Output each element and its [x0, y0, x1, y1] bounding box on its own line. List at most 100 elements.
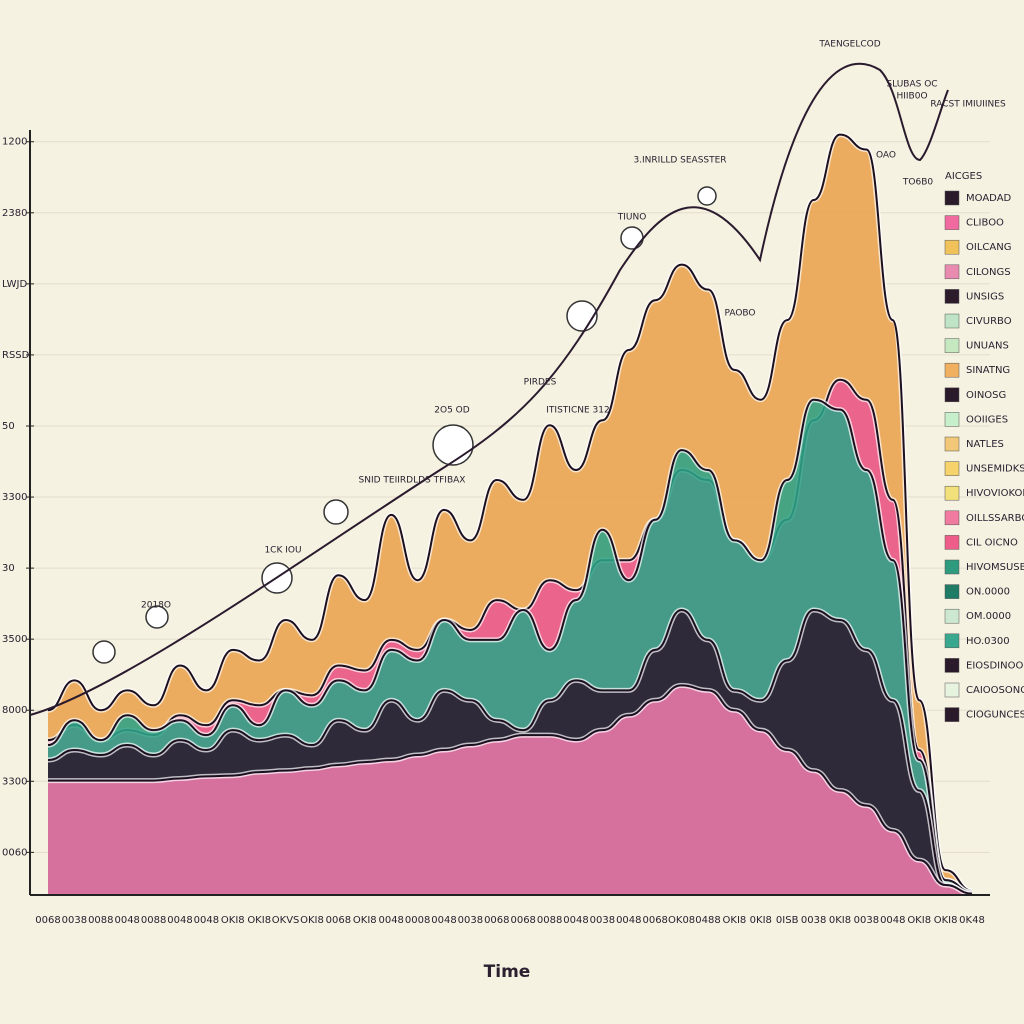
x-tick-label: 0038: [854, 915, 879, 926]
x-tick-label: 0048: [431, 915, 456, 926]
area: [48, 685, 972, 895]
legend-label: EIOSDINOO: [966, 660, 1023, 671]
annotation: 2O5 OD: [434, 406, 469, 416]
legend-swatch: [944, 461, 960, 476]
area-edge: [47, 378, 973, 894]
x-tick-label: 0048: [378, 915, 403, 926]
x-tick-label: OKI8: [907, 915, 931, 926]
legend-swatch: [944, 535, 960, 550]
x-tick-label: 0KI8: [750, 915, 772, 926]
legend-label: UNSEMIDKS: [966, 464, 1024, 475]
legend-label: OOIIGES: [966, 414, 1008, 425]
x-tick-label: 0068: [484, 915, 509, 926]
legend-label: CIL OICNO: [966, 537, 1018, 548]
legend-swatch: [944, 362, 960, 378]
coin-icon: [323, 499, 349, 525]
legend-swatch: [944, 633, 960, 649]
annotation: SLUBAS OC: [886, 80, 937, 90]
legend-label: CIOGUNCES: [966, 710, 1024, 721]
annotation: PAOBO: [724, 309, 755, 319]
x-tick-label: OKI8: [353, 915, 377, 926]
legend-swatch: [944, 658, 960, 673]
x-tick-label: 0068: [35, 915, 60, 926]
legend-label: OILLSSARBO: [966, 513, 1024, 524]
annotation: 2018O: [141, 601, 171, 611]
legend-swatch: [944, 239, 960, 255]
legend-swatch: [944, 485, 960, 501]
y-tick-label: 8000: [2, 705, 27, 716]
legend-label: ON.0000: [966, 587, 1010, 598]
x-tick-label: 0038: [801, 915, 826, 926]
x-tick-label: 0068: [326, 915, 351, 926]
decorations: [29, 62, 949, 716]
x-tick-label: 0ISB: [776, 915, 799, 926]
y-tick-label: 30: [2, 563, 15, 574]
legend-label: UNUANS: [966, 341, 1009, 352]
x-tick-label: 0048: [194, 915, 219, 926]
legend-label: OINOSG: [966, 390, 1006, 401]
annotation: TAENGELCOD: [818, 40, 880, 50]
legend-swatch: [944, 289, 960, 304]
x-tick-label: 0048: [880, 915, 905, 926]
legend-label: HIVOMSUSBUSA: [966, 562, 1024, 573]
y-tick-label: 1200: [2, 137, 27, 148]
legend-swatch: [944, 190, 960, 206]
x-tick-label: 0048: [167, 915, 192, 926]
legend-label: SINATNG: [966, 365, 1010, 376]
legend-swatch: [944, 707, 960, 722]
x-tick-label: OK08: [668, 915, 695, 926]
legend-swatch: [944, 510, 960, 526]
legend-swatch: [944, 313, 960, 329]
x-tick-label: 0088: [141, 915, 166, 926]
legend-label: MOADAD: [966, 193, 1012, 204]
legend: MOADAD CLIBOO OILCANG CILONGS UNSIGS CIVURBO U…: [944, 190, 1024, 722]
coin-icon: [697, 186, 717, 206]
area-edge: [47, 609, 973, 895]
x-tick-label: 0088: [537, 915, 562, 926]
x-tick-label: 0038: [62, 915, 87, 926]
x-tick-label: OKI8: [934, 915, 958, 926]
x-tick-label: OKI8: [247, 915, 271, 926]
y-tick-label: 0060: [2, 847, 27, 858]
coin-icon: [145, 605, 169, 629]
legend-swatch: [944, 264, 960, 280]
legend-label: OM.0000: [966, 611, 1011, 622]
legend-swatch: [944, 215, 960, 230]
legend-label: CIVURBO: [966, 316, 1012, 327]
legend-label: CAIOOSONO: [966, 685, 1024, 696]
legend-label: OILCANG: [966, 242, 1011, 253]
x-axis-label: Time: [484, 962, 531, 982]
legend-title: AICGES: [945, 171, 982, 182]
x-tick-label: OKI8: [221, 915, 245, 926]
y-tick-label: RSSD: [2, 350, 30, 361]
legend-swatch: [944, 436, 960, 452]
annotation: ITISTICNE 312: [546, 406, 609, 416]
x-tick-label: 0038: [458, 915, 483, 926]
y-tick-label: 50: [2, 421, 15, 432]
x-tick-label: OKVS: [272, 915, 300, 926]
annotation: OAO: [876, 151, 896, 161]
annotation: SNID TEIIRDLDS TFIBAX: [359, 476, 466, 486]
x-tick-label: 0008: [405, 915, 430, 926]
x-tick-label: 0088: [88, 915, 113, 926]
x-tick-label: 0K48: [959, 915, 985, 926]
area-edge: [47, 398, 973, 894]
coin-icon: [432, 424, 474, 466]
y-tick-label: LWJD: [2, 279, 27, 290]
x-tick-label: OKI8: [300, 915, 324, 926]
annotation: PIRDES: [524, 378, 557, 388]
coin-icon: [620, 226, 644, 250]
legend-swatch: [944, 412, 960, 427]
legend-label: HIVOVIOKOBO: [966, 488, 1024, 499]
trend-line: [29, 62, 949, 716]
y-tick-label: 3300: [2, 492, 27, 503]
x-tick-label: OKI8: [723, 915, 747, 926]
coin-icon: [92, 640, 116, 664]
x-tick-label: 0488: [695, 915, 720, 926]
legend-label: CLIBOO: [966, 218, 1004, 229]
x-tick-label: 0KI8: [829, 915, 851, 926]
x-tick-label: 0048: [616, 915, 641, 926]
annotation: TO6B0: [902, 178, 933, 188]
